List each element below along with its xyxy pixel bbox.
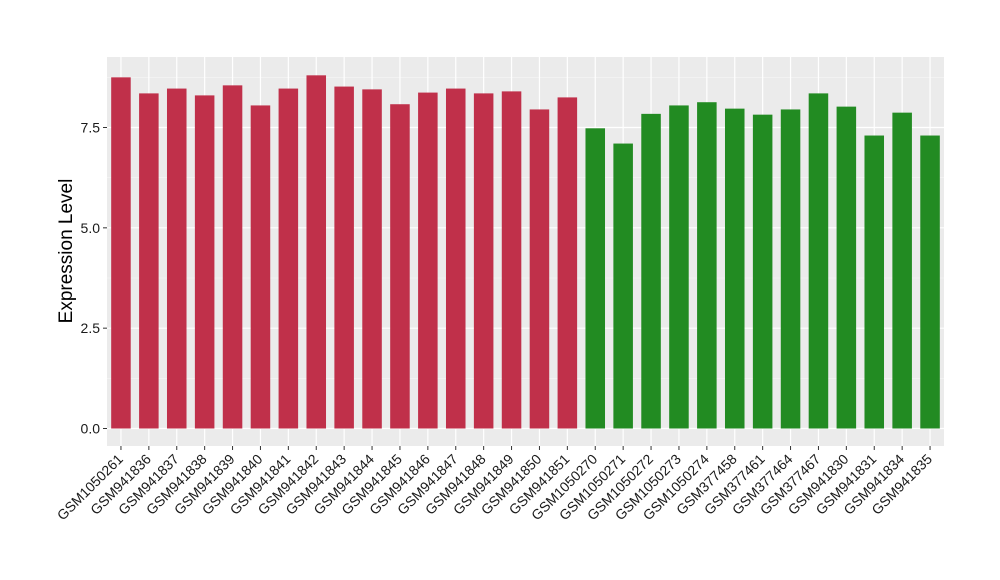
bar-GSM941836 [139,93,159,429]
y-tick-label: 2.5 [81,320,101,336]
bar-GSM941845 [390,104,410,429]
bar-GSM941844 [362,89,382,429]
y-axis: 0.0 2.5 5.0 7.5 [81,120,107,437]
bar-GSM941834 [892,112,912,429]
bar-GSM941850 [529,109,550,429]
bar-GSM941848 [473,93,494,429]
bar-GSM377458 [724,108,745,429]
bar-GSM941838 [194,95,215,429]
bar-GSM377464 [780,109,801,429]
y-tick-label: 5.0 [81,220,101,236]
bar-GSM941837 [166,88,187,429]
y-tick-label: 7.5 [81,120,101,136]
bar-GSM1050270 [585,128,606,429]
bar-GSM941839 [222,85,243,429]
bar-GSM941842 [306,75,327,429]
bar-GSM1050273 [669,105,689,429]
bars-group [111,75,940,429]
bar-GSM941847 [445,88,466,429]
plot-panel [107,57,944,446]
y-axis-title: Expression Level [56,179,77,324]
bar-GSM941851 [557,97,578,429]
x-axis: GSM1050261GSM941836GSM941837GSM941838GSM… [54,446,935,523]
bar-GSM941849 [501,91,522,429]
bar-GSM941830 [836,106,857,429]
bar-GSM941835 [920,135,940,429]
bar-GSM941840 [250,105,271,429]
bar-GSM377461 [752,114,773,429]
bar-GSM941841 [278,88,299,429]
bar-GSM941831 [864,135,885,429]
bar-GSM1050271 [613,143,633,429]
bar-GSM1050261 [111,77,131,429]
minor-gridlines [107,77,944,379]
bar-GSM941843 [334,86,354,429]
bar-GSM1050272 [641,113,661,429]
bar-GSM941846 [418,92,438,429]
bar-GSM1050274 [697,102,717,429]
y-tick-label: 0.0 [81,421,101,437]
bar-GSM377467 [808,93,829,429]
